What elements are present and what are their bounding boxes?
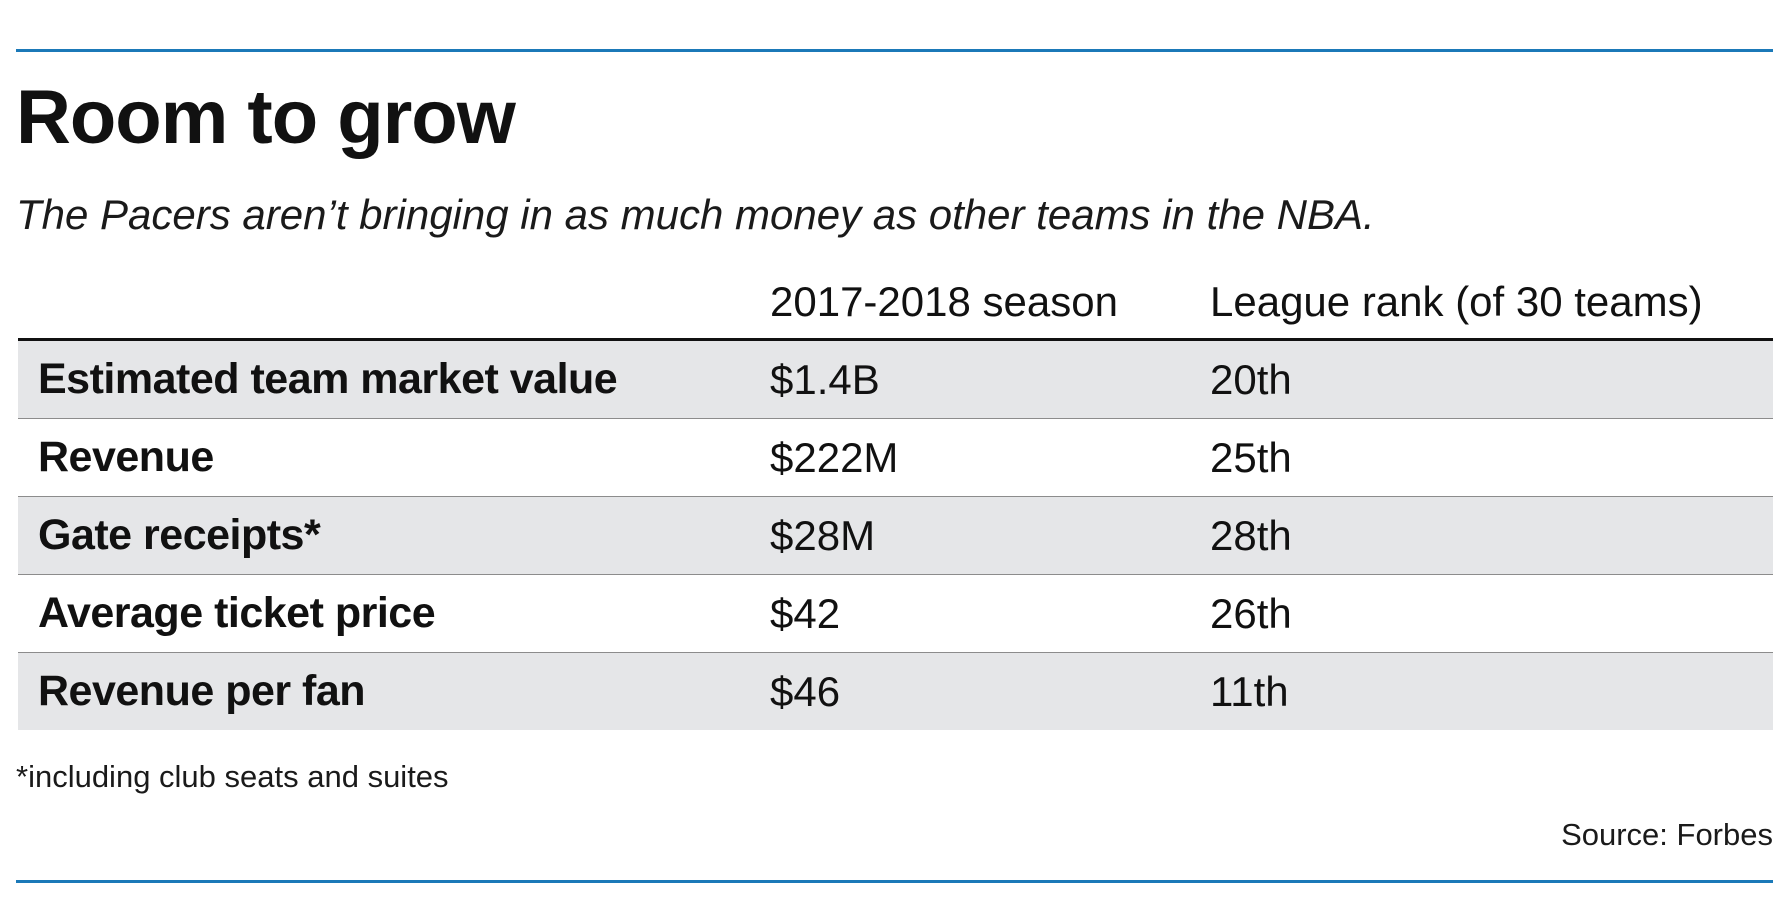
bottom-rule	[16, 880, 1773, 883]
table-row: Revenue per fan $46 11th	[18, 652, 1773, 730]
row-rank: 26th	[1190, 574, 1773, 653]
row-label: Average ticket price	[18, 574, 752, 653]
table-row: Gate receipts* $28M 28th	[18, 496, 1773, 575]
data-table: 2017-2018 season League rank (of 30 team…	[18, 266, 1773, 730]
top-rule	[16, 49, 1773, 52]
row-rank: 11th	[1190, 652, 1773, 730]
row-value: $42	[752, 574, 1190, 653]
row-label: Estimated team market value	[18, 339, 752, 419]
row-value: $28M	[752, 496, 1190, 575]
row-rank: 20th	[1190, 339, 1773, 419]
header-season: 2017-2018 season	[752, 266, 1190, 341]
header-rank: League rank (of 30 teams)	[1190, 266, 1773, 341]
chart-subtitle: The Pacers aren’t bringing in as much mo…	[16, 191, 1375, 238]
header-metric	[18, 266, 752, 341]
row-value: $222M	[752, 418, 1190, 497]
row-label: Revenue	[18, 418, 752, 497]
source-credit: Source: Forbes	[1561, 817, 1773, 852]
table-row: Average ticket price $42 26th	[18, 574, 1773, 653]
table-row: Estimated team market value $1.4B 20th	[18, 339, 1773, 419]
row-label: Revenue per fan	[18, 652, 752, 730]
row-value: $1.4B	[752, 339, 1190, 419]
table-row: Revenue $222M 25th	[18, 418, 1773, 497]
row-rank: 28th	[1190, 496, 1773, 575]
row-label: Gate receipts*	[18, 496, 752, 575]
table-header-row: 2017-2018 season League rank (of 30 team…	[18, 266, 1773, 341]
row-rank: 25th	[1190, 418, 1773, 497]
footnote: *including club seats and suites	[16, 759, 449, 794]
row-value: $46	[752, 652, 1190, 730]
chart-title: Room to grow	[16, 75, 516, 160]
